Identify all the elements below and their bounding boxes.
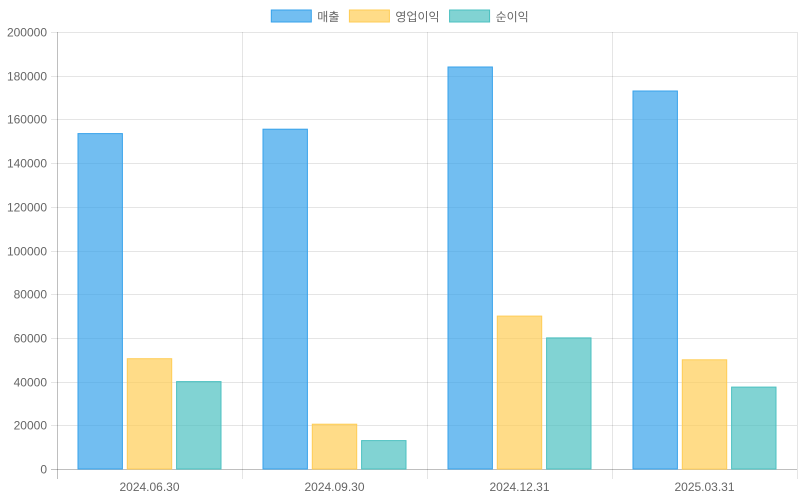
- x-tick-label: 2024.09.30: [304, 480, 364, 494]
- bar-series-2-4[interactable]: [681, 359, 728, 470]
- legend-label: 순이익: [496, 10, 529, 24]
- y-tick-label: 0: [40, 463, 47, 477]
- bar-series-3-2[interactable]: [361, 440, 407, 470]
- legend-label: 영업이익: [395, 10, 439, 24]
- legend-item-1[interactable]: 매출: [270, 9, 339, 24]
- bar-series-2-1[interactable]: [126, 358, 173, 470]
- legend-item-2[interactable]: 영업이익: [348, 9, 440, 24]
- y-tick-label: 160000: [7, 113, 47, 127]
- y-axis-tick-labels: 0 20000 40000 60000 80000 100000 120000 140000 1…: [7, 26, 47, 477]
- y-tick-label: 60000: [14, 332, 48, 346]
- y-tick-label: 40000: [14, 376, 48, 390]
- x-tick-label: 2024.06.30: [119, 480, 179, 494]
- x-axis-tick-labels: 2024.06.30 2024.09.30 2024.12.31 2025.03.31: [119, 480, 734, 494]
- x-tick-label: 2024.12.31: [489, 480, 549, 494]
- y-tick-label: 100000: [7, 245, 47, 259]
- legend-swatch: [270, 9, 312, 23]
- bar-series-1-3[interactable]: [447, 66, 493, 470]
- x-tick-label: 2025.03.31: [674, 480, 734, 494]
- bar-series-2-2[interactable]: [311, 423, 358, 470]
- bar-series-3-4[interactable]: [731, 386, 777, 470]
- bar-series-1-4[interactable]: [632, 90, 678, 470]
- legend: 매출 영업이익 순이익: [270, 9, 529, 24]
- y-tick-label: 20000: [14, 419, 48, 433]
- legend-swatch: [348, 9, 390, 23]
- bar-series-2-3[interactable]: [496, 315, 543, 470]
- legend-label: 매출: [317, 10, 339, 24]
- y-tick-label: 120000: [7, 201, 47, 215]
- y-tick-label: 180000: [7, 70, 47, 84]
- y-tick-label: 140000: [7, 157, 47, 171]
- bar-series-3-3[interactable]: [546, 337, 592, 470]
- bar-series-1-1[interactable]: [77, 133, 123, 470]
- grid-lines: [51, 32, 798, 479]
- bar-series-1-2[interactable]: [262, 128, 308, 470]
- y-tick-label: 80000: [14, 288, 48, 302]
- bar-series-3-1[interactable]: [176, 381, 222, 470]
- legend-swatch: [449, 9, 491, 23]
- y-tick-label: 200000: [7, 26, 47, 40]
- bar-series: [77, 66, 777, 470]
- legend-item-3[interactable]: 순이익: [449, 9, 529, 24]
